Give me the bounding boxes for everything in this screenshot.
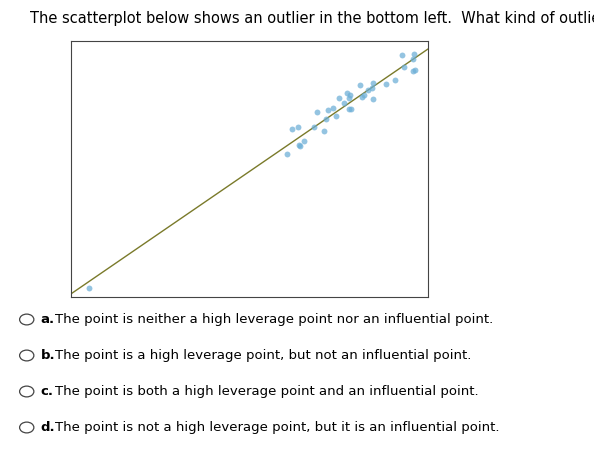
Point [334, 95, 343, 102]
Point [368, 95, 378, 102]
Point [339, 99, 348, 107]
Point [296, 142, 305, 149]
Text: The point is not a high leverage point, but it is an influential point.: The point is not a high leverage point, … [55, 421, 499, 434]
Point [363, 86, 372, 94]
Point [294, 141, 304, 149]
Text: The point is neither a high leverage point nor an influential point.: The point is neither a high leverage poi… [55, 313, 493, 326]
Point [344, 105, 353, 112]
Point [345, 95, 354, 102]
Point [331, 112, 341, 119]
Point [408, 55, 418, 63]
Point [381, 81, 391, 88]
Point [282, 150, 292, 158]
Point [400, 63, 409, 71]
Point [321, 115, 331, 122]
Point [299, 138, 309, 145]
Text: a.: a. [40, 313, 55, 326]
Point [319, 127, 328, 134]
Point [356, 81, 365, 89]
Text: b.: b. [40, 349, 55, 362]
Point [409, 68, 418, 75]
Point [410, 66, 420, 73]
Point [345, 91, 355, 98]
Text: c.: c. [40, 385, 53, 398]
Point [324, 106, 333, 113]
Point [287, 125, 297, 132]
Point [346, 105, 355, 112]
Point [312, 109, 322, 116]
Text: The point is both a high leverage point and an influential point.: The point is both a high leverage point … [55, 385, 478, 398]
Point [368, 79, 378, 86]
Text: The scatterplot below shows an outlier in the bottom left.  What kind of outlier: The scatterplot below shows an outlier i… [30, 11, 594, 26]
Point [357, 93, 366, 100]
Text: d.: d. [40, 421, 55, 434]
Point [390, 76, 399, 84]
Point [397, 52, 406, 59]
Point [342, 90, 352, 97]
Point [359, 91, 369, 99]
Point [409, 50, 419, 57]
Point [309, 124, 319, 131]
Point [84, 284, 94, 292]
Point [293, 123, 302, 130]
Text: The point is a high leverage point, but not an influential point.: The point is a high leverage point, but … [55, 349, 471, 362]
Point [367, 84, 377, 91]
Point [328, 104, 338, 111]
